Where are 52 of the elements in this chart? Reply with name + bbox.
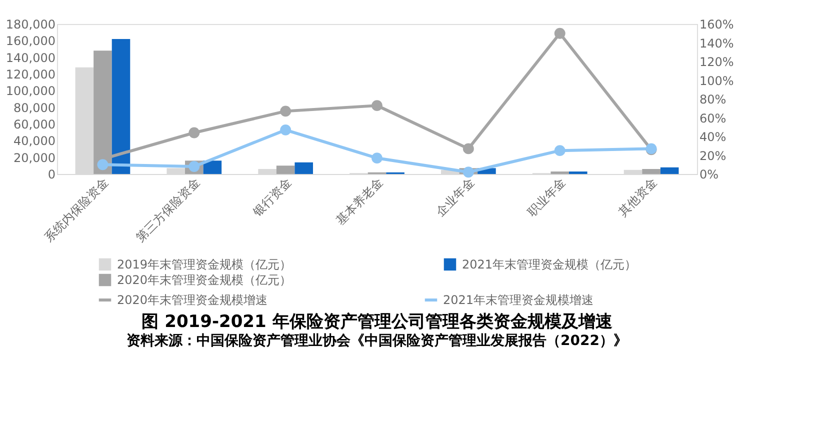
point bbox=[372, 152, 382, 164]
y-tick-label: 40,000 bbox=[14, 134, 56, 148]
x-tick-label: 其他资金 bbox=[616, 175, 660, 219]
point bbox=[462, 166, 474, 178]
y2-tick-label: 120% bbox=[700, 55, 734, 69]
bar bbox=[203, 160, 222, 174]
bar bbox=[112, 39, 130, 174]
y-tick-label: 60,000 bbox=[14, 118, 56, 132]
y-tick-label: 100,000 bbox=[6, 84, 56, 98]
bar bbox=[660, 167, 679, 174]
bar bbox=[166, 168, 185, 174]
y-tick-label: 0 bbox=[48, 168, 56, 182]
bar bbox=[75, 67, 94, 174]
point bbox=[372, 100, 382, 112]
legend-label: 2020年末管理资金规模（亿元） bbox=[117, 273, 292, 287]
point bbox=[188, 127, 200, 138]
point bbox=[280, 124, 292, 136]
point bbox=[554, 145, 566, 156]
y-tick-label: 180,000 bbox=[6, 18, 56, 32]
y2-tick-label: 160% bbox=[700, 18, 734, 32]
y-tick-label: 80,000 bbox=[14, 100, 56, 115]
bar bbox=[276, 166, 295, 174]
y2-tick-label: 140% bbox=[700, 36, 734, 50]
x-tick-label: 职业年金 bbox=[524, 175, 568, 219]
y2-tick-label: 60% bbox=[700, 111, 726, 126]
bar bbox=[294, 162, 313, 174]
x-tick-label: 第三方保险资金 bbox=[133, 175, 203, 244]
legend-label: 2020年末管理资金规模增速 bbox=[117, 293, 268, 307]
y-tick-label: 160,000 bbox=[6, 34, 56, 48]
y2-tick-label: 80% bbox=[700, 92, 726, 106]
x-tick-label: 企业年金 bbox=[433, 175, 477, 219]
bar bbox=[624, 170, 642, 174]
point bbox=[462, 143, 474, 154]
y-tick-label: 20,000 bbox=[14, 150, 56, 165]
text: 资料来源：中国保险资产管理业协会《中国保险资产管理业发展报告（2022）》 bbox=[126, 332, 628, 349]
legend-label: 2021年末管理资金规模增速 bbox=[443, 293, 594, 307]
y-tick-label: 140,000 bbox=[6, 50, 56, 65]
y2-tick-label: 0% bbox=[700, 168, 719, 182]
text: 图 2019-2021 年保险资产管理公司管理各类资金规模及增速 bbox=[142, 312, 612, 332]
bar bbox=[258, 169, 276, 174]
x-tick-label: 基本养老金 bbox=[333, 175, 386, 228]
point bbox=[280, 106, 292, 117]
bar bbox=[642, 169, 660, 174]
point bbox=[97, 159, 108, 170]
y2-tick-label: 40% bbox=[700, 130, 726, 144]
legend-label: 2021年末管理资金规模（亿元） bbox=[462, 257, 637, 272]
x-tick-label: 银行资金 bbox=[250, 175, 294, 220]
y2-tick-label: 20% bbox=[700, 148, 726, 163]
point bbox=[554, 28, 566, 39]
legend-label: 2019年末管理资金规模（亿元） bbox=[117, 257, 292, 272]
y-tick-label: 120,000 bbox=[6, 68, 56, 82]
y2-tick-label: 100% bbox=[700, 74, 734, 88]
